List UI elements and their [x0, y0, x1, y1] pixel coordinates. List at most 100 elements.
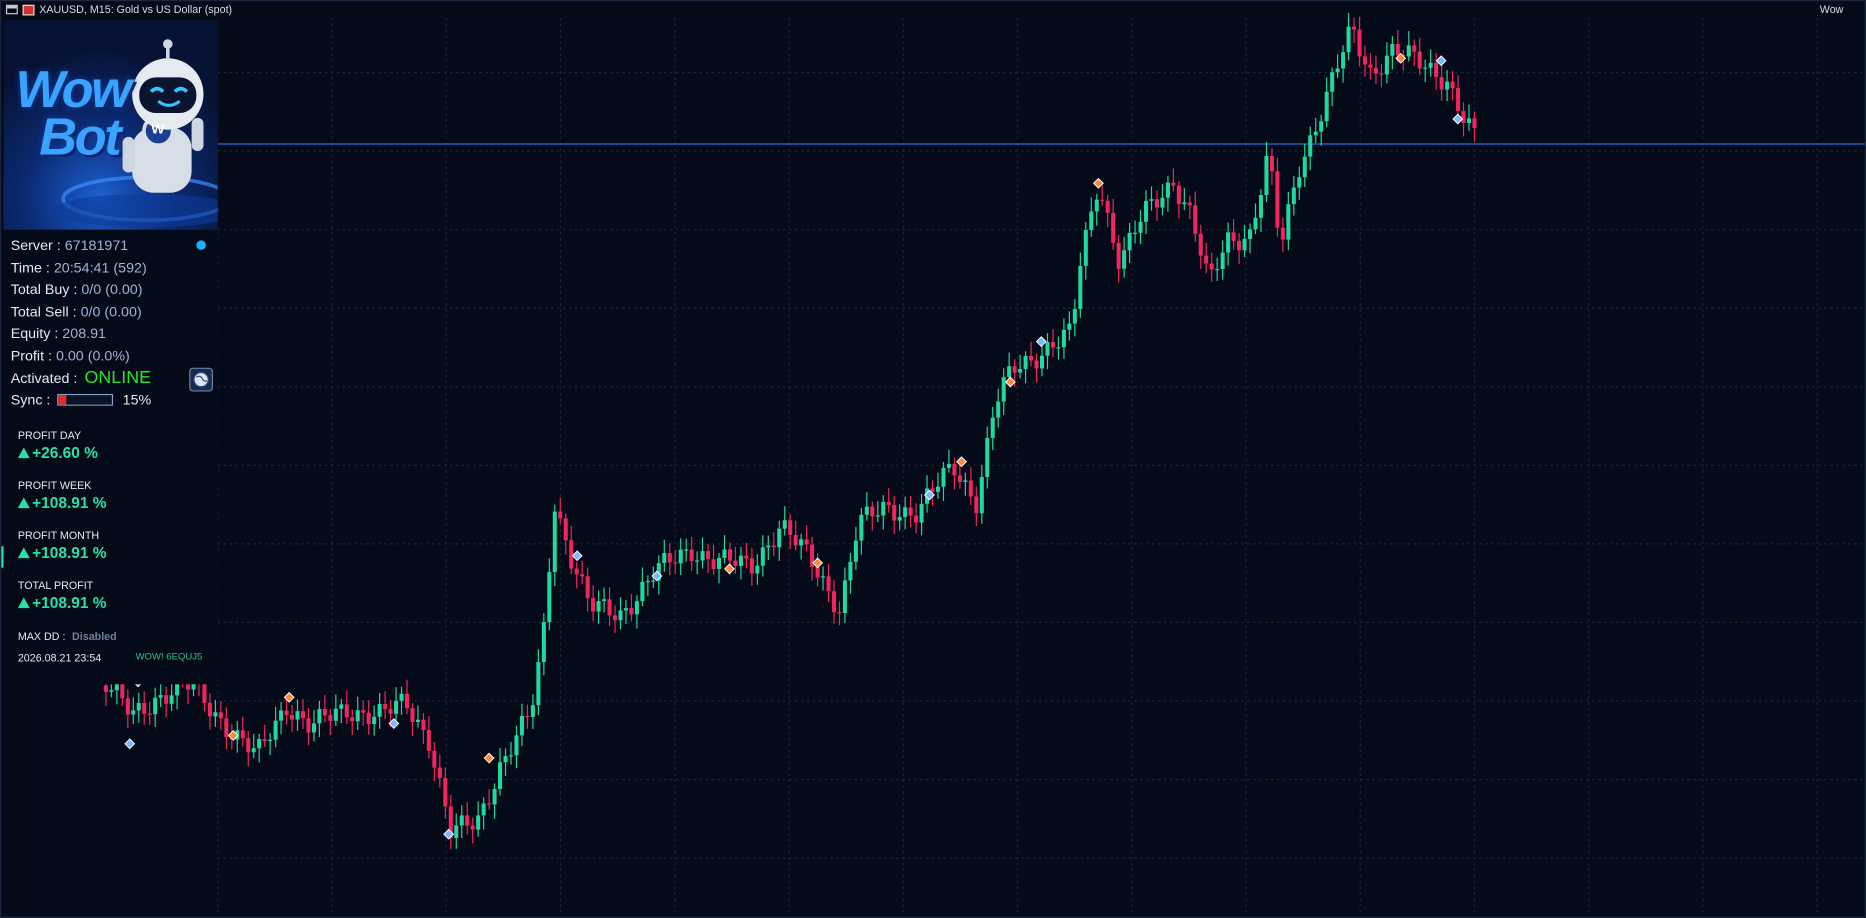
candle-body [623, 608, 628, 611]
max-dd-value: Disabled [72, 630, 117, 643]
candle-body [591, 598, 596, 612]
status-dot [196, 240, 206, 250]
candle-body [1466, 118, 1472, 123]
candle-body [1029, 356, 1034, 361]
menu-icon[interactable] [5, 4, 18, 15]
candle-body [580, 574, 585, 577]
candle-body [957, 475, 962, 482]
stat-value: +108.91 % [32, 593, 107, 612]
candle-body [892, 504, 897, 521]
candle-body [1204, 255, 1209, 264]
candle-body [651, 580, 656, 582]
candle-body [279, 710, 284, 721]
candle-body [1127, 232, 1132, 251]
candle-body [224, 718, 229, 738]
candle-body [443, 777, 448, 807]
info-value: 0.00 (0.0%) [55, 346, 130, 364]
candle-body [881, 501, 886, 516]
candle-body [295, 711, 300, 720]
candle-body [322, 708, 327, 716]
globe-button[interactable] [189, 367, 214, 392]
info-row: Profit : 0.00 (0.0%) [11, 347, 130, 364]
candle-body [1313, 131, 1318, 136]
candle-body [541, 622, 546, 663]
candle-body [941, 467, 946, 487]
candle-body [262, 739, 267, 742]
candle-body [1335, 68, 1340, 73]
candle-body [1050, 342, 1055, 348]
candle-body [175, 679, 180, 696]
candle-body [306, 718, 311, 733]
candle-body [1242, 238, 1247, 251]
candle-body [853, 540, 858, 562]
candle-body [1160, 197, 1165, 208]
candle-body [1143, 200, 1149, 222]
candle-body [558, 511, 563, 519]
candle-body [738, 555, 743, 566]
sync-row: Sync : 15% [11, 392, 152, 409]
trade-marker [651, 570, 663, 582]
chart-icon[interactable] [22, 4, 35, 15]
trade-marker [1035, 336, 1047, 347]
candle-body [547, 572, 552, 623]
candle-body [525, 715, 530, 718]
up-arrow [17, 547, 30, 559]
candle-body [990, 417, 995, 438]
candle-body [1406, 45, 1411, 57]
logo-line: Wow [15, 60, 131, 120]
candle-body [996, 401, 1001, 418]
candle-body [388, 708, 393, 714]
candle-body [147, 713, 152, 715]
candle-body [596, 601, 601, 612]
candle-body [897, 517, 902, 521]
trade-marker [283, 691, 295, 703]
candle-body [673, 562, 678, 564]
candle-body [415, 719, 420, 722]
candle-body [355, 710, 360, 722]
info-label: Total Sell : [10, 302, 81, 320]
candle-body [656, 563, 661, 581]
candle-body [963, 480, 968, 482]
info-label: Profit : [10, 346, 56, 364]
candle-body [251, 748, 256, 753]
candle-body [1253, 217, 1258, 230]
candle-body [1001, 377, 1006, 402]
candle-body [1445, 81, 1450, 90]
candle-body [366, 712, 371, 725]
candle-body [1012, 366, 1017, 373]
candle-body [426, 729, 431, 751]
candle-body [1395, 43, 1400, 56]
candle-body [1133, 232, 1138, 234]
candle-body [290, 715, 295, 720]
candle-body [700, 551, 705, 561]
candle-body [487, 803, 492, 805]
candle-body [799, 539, 804, 546]
candle-body [722, 549, 727, 558]
window-title-bar: XAUUSD, M15: Gold vs US Dollar (spot) [5, 4, 232, 15]
candle-body [914, 515, 919, 523]
candle-body [268, 739, 273, 742]
candle-body [848, 561, 853, 581]
candle-body [131, 710, 136, 715]
candle-body [519, 715, 524, 736]
candle-body [1105, 200, 1110, 213]
candle-body [470, 825, 475, 830]
candle-body [1319, 121, 1324, 132]
candle-body [142, 703, 147, 714]
stat-value-row: +26.60 % [17, 444, 98, 462]
candle-body [1072, 308, 1077, 324]
candle-body [202, 682, 207, 703]
candle-body [864, 506, 869, 515]
max-dd-row: MAX DD : Disabled [18, 631, 117, 643]
candle-body [607, 599, 612, 616]
candle-body [1264, 156, 1269, 196]
candle-body [1220, 252, 1225, 270]
candle-body [410, 708, 415, 722]
logo: Wow Bot W [3, 20, 218, 230]
activation-row: Activated : ONLINE [11, 368, 151, 388]
candle-body [1269, 156, 1274, 172]
candle-body [952, 463, 957, 476]
stat-label: TOTAL PROFIT [17, 579, 94, 592]
trade-marker [227, 730, 239, 741]
